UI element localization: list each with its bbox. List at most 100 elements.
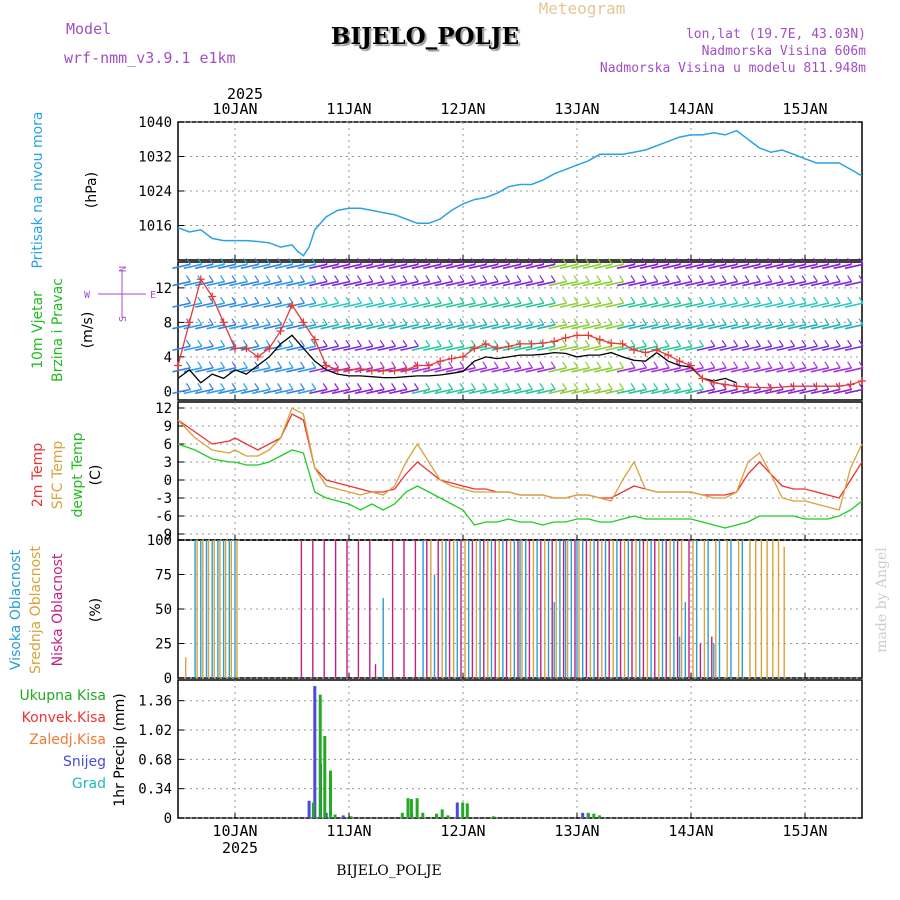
year-bottom: 2025 xyxy=(222,839,258,857)
wind-barb xyxy=(582,367,601,373)
wind-barb xyxy=(402,275,408,282)
wind-barb xyxy=(436,275,442,282)
wind-barb xyxy=(345,339,351,347)
wind-barb xyxy=(252,280,271,287)
wind-barb xyxy=(299,257,305,265)
wind-barb xyxy=(413,339,419,347)
wind-barb xyxy=(354,263,373,270)
wind-barb xyxy=(286,323,305,330)
wind-barb xyxy=(377,345,396,352)
wind-barb xyxy=(242,275,248,282)
wind-barb xyxy=(391,318,397,326)
wind-barb xyxy=(776,302,795,308)
wind-gust-marker xyxy=(219,318,228,327)
wind-barb xyxy=(607,257,613,265)
wind-gust-marker xyxy=(424,361,433,370)
wind-barb xyxy=(548,302,567,308)
wind-barb xyxy=(641,318,647,326)
wind-barb xyxy=(457,388,476,395)
panels: 101610241032104004812-9-6-30369120255075… xyxy=(138,115,866,827)
precip-legend-item: Grad xyxy=(72,776,106,792)
wind-barb xyxy=(265,361,271,369)
wind-barb xyxy=(742,302,761,308)
wind-barb xyxy=(858,383,864,390)
wind-barb xyxy=(676,275,682,282)
wind-barb xyxy=(468,302,487,308)
panel-precip: 0 0.34 0.68 1.02 1.36 xyxy=(138,679,863,827)
wind-barb xyxy=(790,275,796,282)
wind-barb xyxy=(630,318,636,326)
temp-side-title-1: 2m Temp xyxy=(30,443,46,507)
wind-gust-marker xyxy=(664,351,673,360)
wind-barb xyxy=(425,318,431,326)
wind-barb xyxy=(844,280,864,287)
wind-barb xyxy=(594,263,613,270)
wind-barb xyxy=(183,323,202,330)
wind-barb xyxy=(423,345,442,352)
wind-barb xyxy=(334,339,340,347)
precip-bar xyxy=(313,686,317,818)
temp-side-title-3: dewpt Temp xyxy=(70,432,86,517)
wind-barb xyxy=(242,257,248,265)
wind-barb xyxy=(776,345,795,352)
wind-barb xyxy=(767,361,773,369)
wind-barb xyxy=(516,361,522,369)
wind-barb xyxy=(742,367,761,373)
wind-gust-marker xyxy=(345,365,353,374)
precip-bar xyxy=(333,814,337,818)
wind-barb xyxy=(423,263,442,270)
wind-barb xyxy=(584,296,590,304)
wind-barb xyxy=(368,339,374,347)
wind-gust-marker xyxy=(675,357,684,366)
wind-gust-marker xyxy=(846,380,855,389)
wind-gust-marker xyxy=(595,335,604,344)
wind-barb xyxy=(787,302,807,308)
wind-barb xyxy=(539,361,545,369)
wind-barb xyxy=(799,323,818,330)
wind-barb xyxy=(309,323,328,330)
wind-barb xyxy=(172,345,191,352)
wind-barb xyxy=(309,280,328,287)
wind-barb xyxy=(172,302,191,308)
wind-barb xyxy=(400,323,419,330)
wind-barb xyxy=(822,345,841,352)
wind-barb xyxy=(356,339,362,347)
wind-barb xyxy=(366,263,385,270)
wind-barb xyxy=(356,275,362,282)
wind-barb xyxy=(571,323,590,330)
wind-barb xyxy=(651,280,670,287)
wind-gust-marker xyxy=(276,327,285,335)
wind-barb xyxy=(755,318,761,326)
wind-barb xyxy=(254,318,260,326)
wind-barb xyxy=(413,275,419,282)
wind-barb xyxy=(411,367,430,373)
wind-barb xyxy=(457,345,476,352)
wind-barb xyxy=(525,263,544,270)
wind-barb xyxy=(582,345,601,352)
wind-barb xyxy=(616,280,636,287)
wind-barb xyxy=(265,257,271,265)
wind-barb xyxy=(277,257,283,265)
wind-barb xyxy=(698,257,704,265)
wind-barb xyxy=(411,323,430,330)
wind-barb xyxy=(299,383,305,390)
precip-bar xyxy=(592,813,596,818)
wind-barb xyxy=(185,339,191,347)
wind-barb xyxy=(596,318,602,326)
wind-barb xyxy=(288,257,294,265)
wind-barb xyxy=(662,323,681,330)
wind-barb xyxy=(685,345,704,352)
wind-barb xyxy=(434,323,453,330)
wind-barb xyxy=(676,318,682,326)
wind-gust-marker xyxy=(356,364,365,373)
wind-gust-marker xyxy=(687,361,695,370)
wind-barb xyxy=(183,263,202,270)
wind-barb xyxy=(299,339,305,347)
wind-barb xyxy=(858,361,864,369)
day-label-bottom: 15JAN xyxy=(782,822,827,840)
wind-barb xyxy=(502,388,522,395)
wind-barb xyxy=(502,302,522,308)
wind-barb xyxy=(753,280,772,287)
wind-barb xyxy=(366,388,385,395)
